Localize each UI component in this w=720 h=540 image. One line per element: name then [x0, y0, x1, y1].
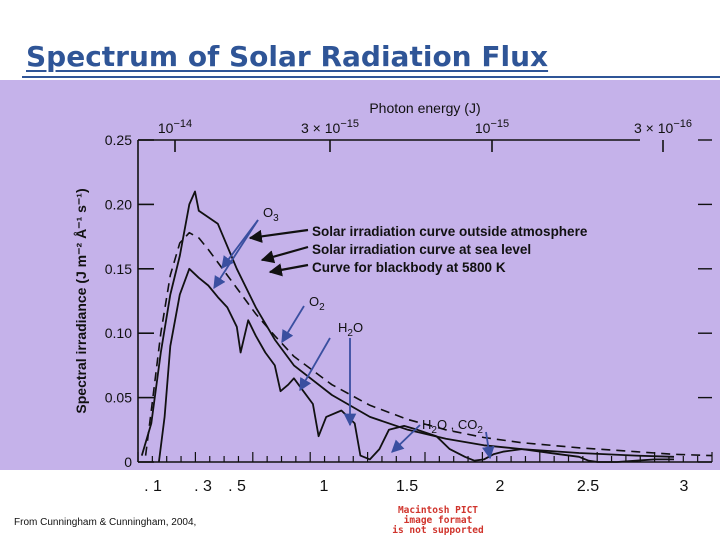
slide-title: Spectrum of Solar Radiation Flux [26, 40, 549, 73]
notice-line: image format [403, 515, 473, 526]
wavelength-tick-label: 1 [319, 478, 329, 495]
annotation-arrow [299, 337, 331, 392]
y-tick-label: 0.15 [105, 261, 132, 277]
absorption-label: O2 [309, 294, 325, 313]
annotation-arrow [281, 305, 305, 344]
top-tick-label: 3 × 10−15 [301, 118, 359, 136]
annotation-arrow [213, 219, 259, 290]
y-tick-label: 0.05 [105, 390, 132, 406]
outside-atmosphere-curve [140, 190, 675, 458]
wavelength-tick-label: 3 [679, 478, 689, 495]
absorption-label: O3 [263, 205, 279, 224]
legend-entry: Solar irradiation curve at sea level [312, 242, 531, 257]
legend-entry: Curve for blackbody at 5800 K [312, 260, 506, 275]
annotation-arrow [391, 424, 421, 453]
spectrum-chart: Solar irradiation curve outside atmosphe… [73, 100, 713, 470]
wavelength-tick-label: . 1 [144, 478, 162, 495]
notice-line: is not supported [392, 525, 484, 536]
y-tick-label: 0 [124, 454, 132, 470]
notice-line: Macintosh PICT [397, 505, 479, 516]
legend-pointer [248, 228, 309, 243]
annotation-arrow [482, 431, 495, 460]
wavelength-tick-label: . 5 [228, 478, 246, 495]
wavelength-tick-label: 2.5 [576, 478, 600, 495]
blackbody-curve [144, 231, 713, 457]
y-tick-label: 0.25 [105, 132, 132, 148]
wavelength-tick-label: 1.5 [395, 478, 419, 495]
title-divider [22, 76, 720, 78]
top-tick-label: 3 × 10−16 [634, 118, 692, 136]
citation: From Cunningham & Cunningham, 2004, [14, 517, 197, 528]
top-axis-title: Photon energy (J) [369, 100, 480, 116]
unsupported-image-notice: Macintosh PICT image format is not suppo… [364, 506, 512, 536]
y-tick-label: 0.20 [105, 196, 132, 212]
wavelength-tick-label: 2 [495, 478, 505, 495]
absorption-label: H2O [338, 320, 363, 339]
legend-pointer [268, 263, 309, 277]
absorption-label: H2O , CO2 [422, 417, 483, 436]
wavelength-tick-label: . 3 [194, 478, 212, 495]
legend-pointer [260, 245, 309, 264]
legend-entry: Solar irradiation curve outside atmosphe… [312, 224, 588, 239]
y-axis-title: Spectral irradiance (J m⁻² Å⁻¹ s⁻¹) [73, 188, 89, 413]
chart-panel [0, 80, 720, 470]
top-tick-label: 10−14 [158, 118, 192, 136]
top-tick-label: 10−15 [475, 118, 509, 136]
wavelength-tick-row: . 1 . 3 . 5 1 1.5 2 2.5 3 [0, 478, 720, 502]
sea-level-curve [158, 267, 674, 463]
y-tick-label: 0.10 [105, 325, 132, 341]
